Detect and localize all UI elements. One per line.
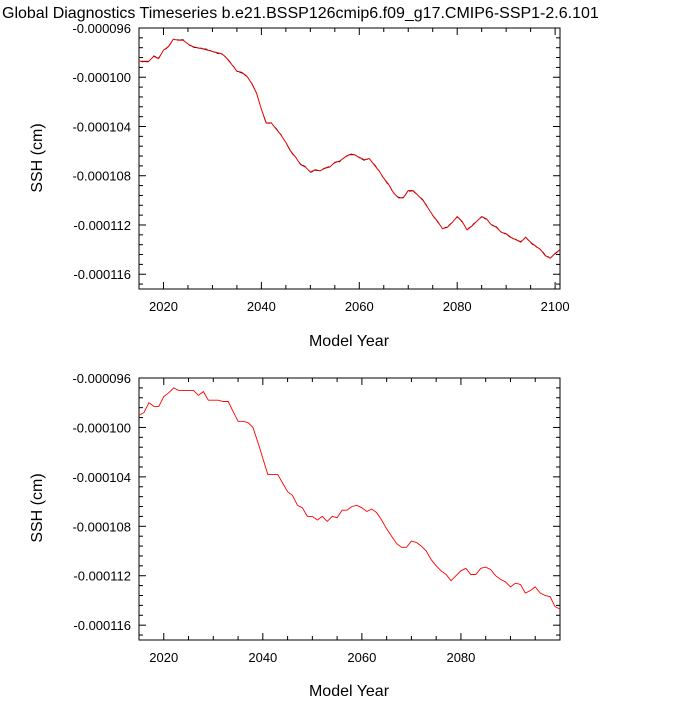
- top-y-axis-label: SSH (cm): [29, 123, 46, 192]
- bottom-plot-frame: [138, 377, 561, 641]
- bottom-ticks: [138, 377, 561, 640]
- y-tick-label: -0.000104: [72, 119, 131, 134]
- y-tick-label: -0.000104: [72, 470, 131, 485]
- bottom-y-axis-label: SSH (cm): [29, 473, 46, 542]
- y-tick-label: -0.000100: [72, 420, 131, 435]
- top-plot-frame: [138, 27, 561, 290]
- bottom-tick-labels: 2020 2040 2060 2080 -0.000096 -0.000100 -0.000…: [72, 371, 475, 665]
- top-series: [139, 38, 561, 259]
- monthly-series-line: [139, 38, 561, 259]
- figure-title: Global Diagnostics Timeseries b.e21.BSSP…: [2, 5, 599, 22]
- top-ticks: [138, 27, 560, 289]
- x-tick-label: 2060: [345, 299, 374, 314]
- x-tick-label: 2020: [149, 299, 178, 314]
- y-tick-label: -0.000096: [72, 371, 131, 386]
- x-tick-label: 2060: [347, 650, 376, 665]
- y-tick-label: -0.000108: [72, 519, 131, 534]
- x-tick-label: 2080: [443, 299, 472, 314]
- bottom-chart: 2020 2040 2060 2080 -0.000096 -0.000100 -0.000…: [29, 371, 561, 700]
- x-tick-label: 2040: [248, 650, 277, 665]
- y-tick-label: -0.000108: [72, 169, 131, 184]
- x-tick-label: 2020: [149, 650, 178, 665]
- y-tick-label: -0.000116: [73, 618, 131, 633]
- x-tick-label: 2100: [541, 299, 570, 314]
- y-tick-label: -0.000112: [73, 569, 131, 584]
- top-x-axis-label: Model Year: [309, 333, 390, 350]
- y-tick-label: -0.000112: [73, 218, 131, 233]
- y-tick-label: -0.000096: [72, 21, 131, 36]
- bottom-x-axis-label: Model Year: [309, 683, 390, 700]
- bottom-series: [138, 387, 561, 610]
- x-tick-label: 2040: [247, 299, 276, 314]
- annual-series-line: [139, 38, 561, 259]
- top-chart: 2020 2040 2060 2080 2100 -0.000096 -0.000100 -0…: [29, 21, 570, 350]
- y-tick-label: -0.000116: [73, 267, 131, 282]
- x-tick-label: 2080: [446, 650, 475, 665]
- y-tick-label: -0.000100: [72, 70, 131, 85]
- top-tick-labels: 2020 2040 2060 2080 2100 -0.000096 -0.000100 -0…: [72, 21, 569, 314]
- annual-series-line: [138, 387, 561, 610]
